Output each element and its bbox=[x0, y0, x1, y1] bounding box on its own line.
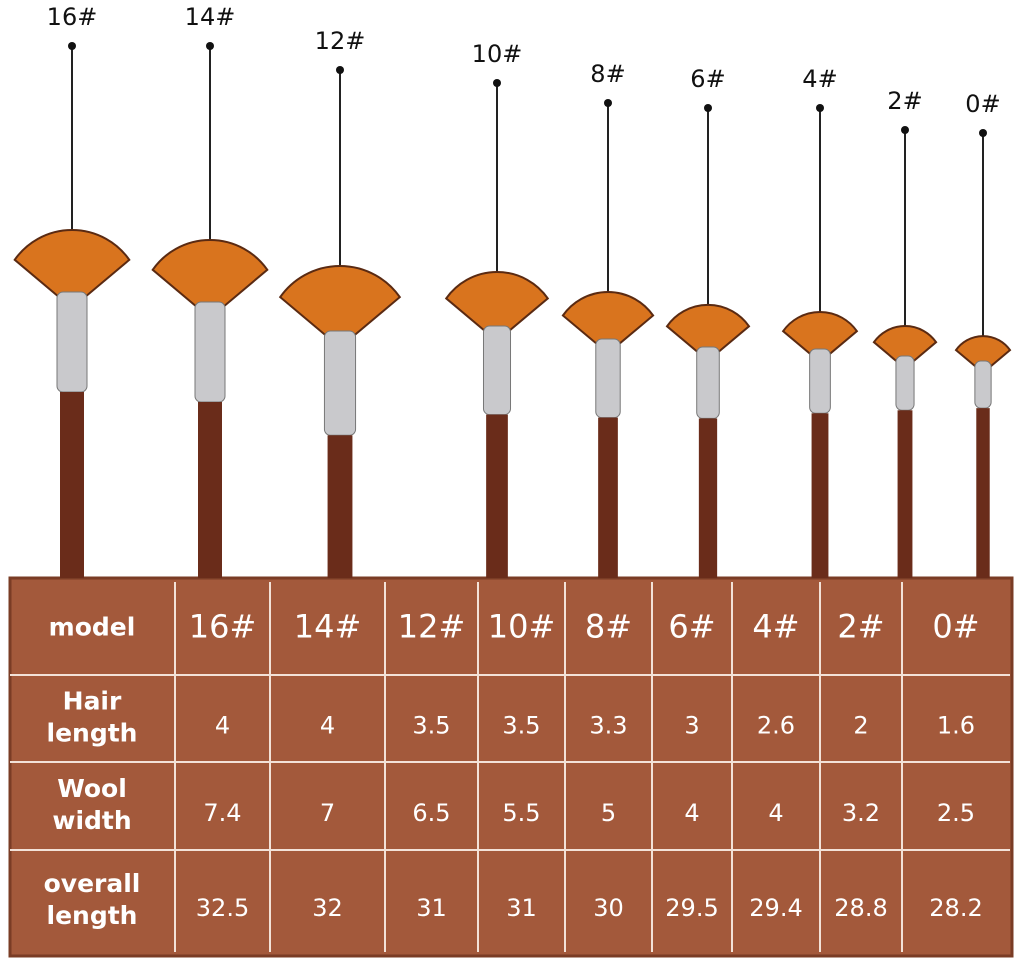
brush-ferrule bbox=[323, 330, 357, 436]
brush-fan bbox=[151, 239, 269, 320]
pointer-dot bbox=[68, 42, 76, 50]
brush-label: 0# bbox=[965, 90, 1000, 118]
brush-handle bbox=[486, 414, 508, 578]
table-cell: 30 bbox=[593, 894, 624, 922]
row-header: overall bbox=[44, 869, 141, 898]
brush-ferrule bbox=[194, 301, 226, 403]
table-cell: 28.8 bbox=[834, 894, 887, 922]
brush-label: 4# bbox=[802, 65, 837, 93]
brush-label: 16# bbox=[47, 3, 98, 31]
table-cell: 32 bbox=[312, 894, 343, 922]
brush-handle bbox=[198, 402, 222, 578]
table-cell: 2.5 bbox=[937, 799, 975, 827]
column-header: 2# bbox=[837, 608, 884, 646]
pointer-dot bbox=[336, 66, 344, 74]
brush-handle bbox=[897, 410, 913, 578]
table-cell: 29.5 bbox=[665, 894, 718, 922]
pointer-dot bbox=[493, 79, 501, 87]
brush-handle bbox=[598, 417, 618, 578]
brush-ferrule bbox=[595, 338, 621, 419]
brush-fan bbox=[13, 229, 131, 310]
column-header: 0# bbox=[932, 608, 979, 646]
brush-fan bbox=[278, 264, 402, 349]
brush-label: 10# bbox=[472, 40, 523, 68]
row-header: Wool bbox=[57, 774, 127, 803]
table-background bbox=[8, 576, 1014, 958]
pointer-dot bbox=[206, 42, 214, 50]
row-header: model bbox=[49, 613, 136, 642]
table-cell: 29.4 bbox=[749, 894, 802, 922]
brush-fan bbox=[781, 310, 859, 364]
table-cell: 31 bbox=[416, 894, 447, 922]
table-cell: 3.5 bbox=[502, 712, 540, 740]
column-header: 16# bbox=[189, 608, 257, 646]
column-header: 4# bbox=[752, 608, 799, 646]
column-header: 14# bbox=[294, 608, 362, 646]
brush-fan bbox=[444, 271, 550, 343]
table-cell: 5 bbox=[601, 799, 616, 827]
table-cell: 4 bbox=[320, 712, 335, 740]
brush-fan bbox=[561, 290, 655, 355]
brush-ferrule bbox=[696, 346, 720, 419]
table-cell: 2 bbox=[853, 712, 868, 740]
table-cell: 28.2 bbox=[929, 894, 982, 922]
table-cell: 31 bbox=[506, 894, 537, 922]
column-header: 6# bbox=[668, 608, 715, 646]
brush-handle bbox=[327, 435, 353, 578]
pointer-dot bbox=[704, 104, 712, 112]
pointer-dot bbox=[604, 99, 612, 107]
brush-ferrule bbox=[809, 348, 831, 414]
table-cell: 6.5 bbox=[412, 799, 450, 827]
row-header: length bbox=[47, 901, 138, 930]
row-header: Hair bbox=[63, 687, 122, 716]
brush-ferrule bbox=[895, 355, 915, 411]
brush-handle bbox=[698, 418, 718, 578]
pointer-dot bbox=[901, 126, 909, 134]
table-cell: 7 bbox=[320, 799, 335, 827]
row-header: length bbox=[47, 719, 138, 748]
table-cell: 32.5 bbox=[196, 894, 249, 922]
brush-handle bbox=[811, 413, 829, 578]
brush-label: 14# bbox=[185, 3, 236, 31]
table-cell: 7.4 bbox=[203, 799, 241, 827]
table-cell: 4 bbox=[215, 712, 230, 740]
table-cell: 3.5 bbox=[412, 712, 450, 740]
table-cell: 5.5 bbox=[502, 799, 540, 827]
table-cell: 1.6 bbox=[937, 712, 975, 740]
column-header: 10# bbox=[488, 608, 556, 646]
table-cell: 3 bbox=[684, 712, 699, 740]
brush-label: 2# bbox=[887, 87, 922, 115]
column-header: 8# bbox=[585, 608, 632, 646]
brush-ferrule bbox=[974, 360, 992, 409]
brush-handle bbox=[60, 392, 84, 578]
table-cell: 3.3 bbox=[589, 712, 627, 740]
brush-ferrule bbox=[482, 325, 512, 416]
table-cell: 4 bbox=[684, 799, 699, 827]
table-cell: 4 bbox=[768, 799, 783, 827]
brush-label: 12# bbox=[315, 27, 366, 55]
brush-fan bbox=[954, 335, 1012, 375]
brush-fan bbox=[665, 303, 751, 363]
pointer-dot bbox=[816, 104, 824, 112]
row-header: width bbox=[52, 806, 131, 835]
brush-ferrule bbox=[56, 291, 88, 393]
pointer-dot bbox=[979, 129, 987, 137]
table-cell: 3.2 bbox=[842, 799, 880, 827]
table-cell: 2.6 bbox=[757, 712, 795, 740]
brush-label: 8# bbox=[590, 60, 625, 88]
brush-handle bbox=[976, 408, 990, 578]
brush-label: 6# bbox=[690, 65, 725, 93]
column-header: 12# bbox=[398, 608, 466, 646]
brush-fan bbox=[872, 325, 938, 370]
